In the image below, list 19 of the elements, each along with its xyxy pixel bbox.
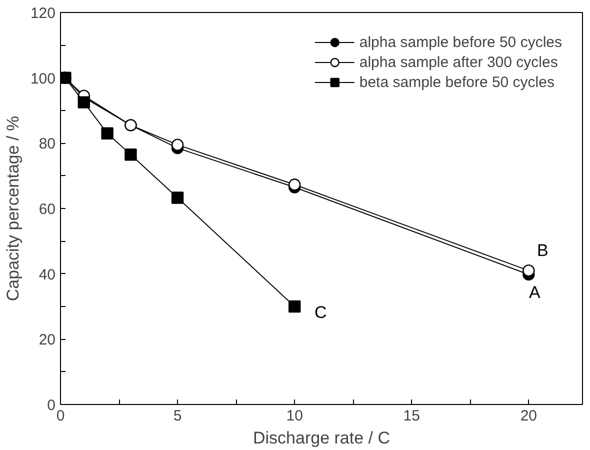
x-tick-label: 20 — [520, 408, 538, 424]
y-tick-label: 40 — [38, 266, 56, 284]
y-tick-label: 60 — [38, 201, 56, 218]
y-tick-label: 20 — [38, 332, 56, 349]
annotation: C — [314, 303, 327, 322]
annotation: B — [536, 241, 548, 260]
x-axis-title: Discharge rate / C — [253, 428, 390, 448]
y-tick-label: 0 — [47, 397, 56, 414]
legend-label: beta sample before 50 cycles — [359, 73, 554, 91]
y-tick-label: 100 — [30, 70, 56, 88]
y-tick-label: 80 — [38, 136, 56, 153]
x-tick-label: 15 — [403, 408, 420, 424]
x-tick-label: 10 — [286, 408, 303, 424]
x-tick-label: 5 — [173, 408, 182, 424]
y-axis-title: Capacity percentage / % — [3, 116, 22, 302]
legend-label: alpha sample after 300 cycles — [359, 53, 558, 71]
legend-label: alpha sample before 50 cycles — [359, 33, 562, 51]
y-tick-label: 120 — [30, 5, 56, 22]
annotation: A — [528, 282, 541, 302]
